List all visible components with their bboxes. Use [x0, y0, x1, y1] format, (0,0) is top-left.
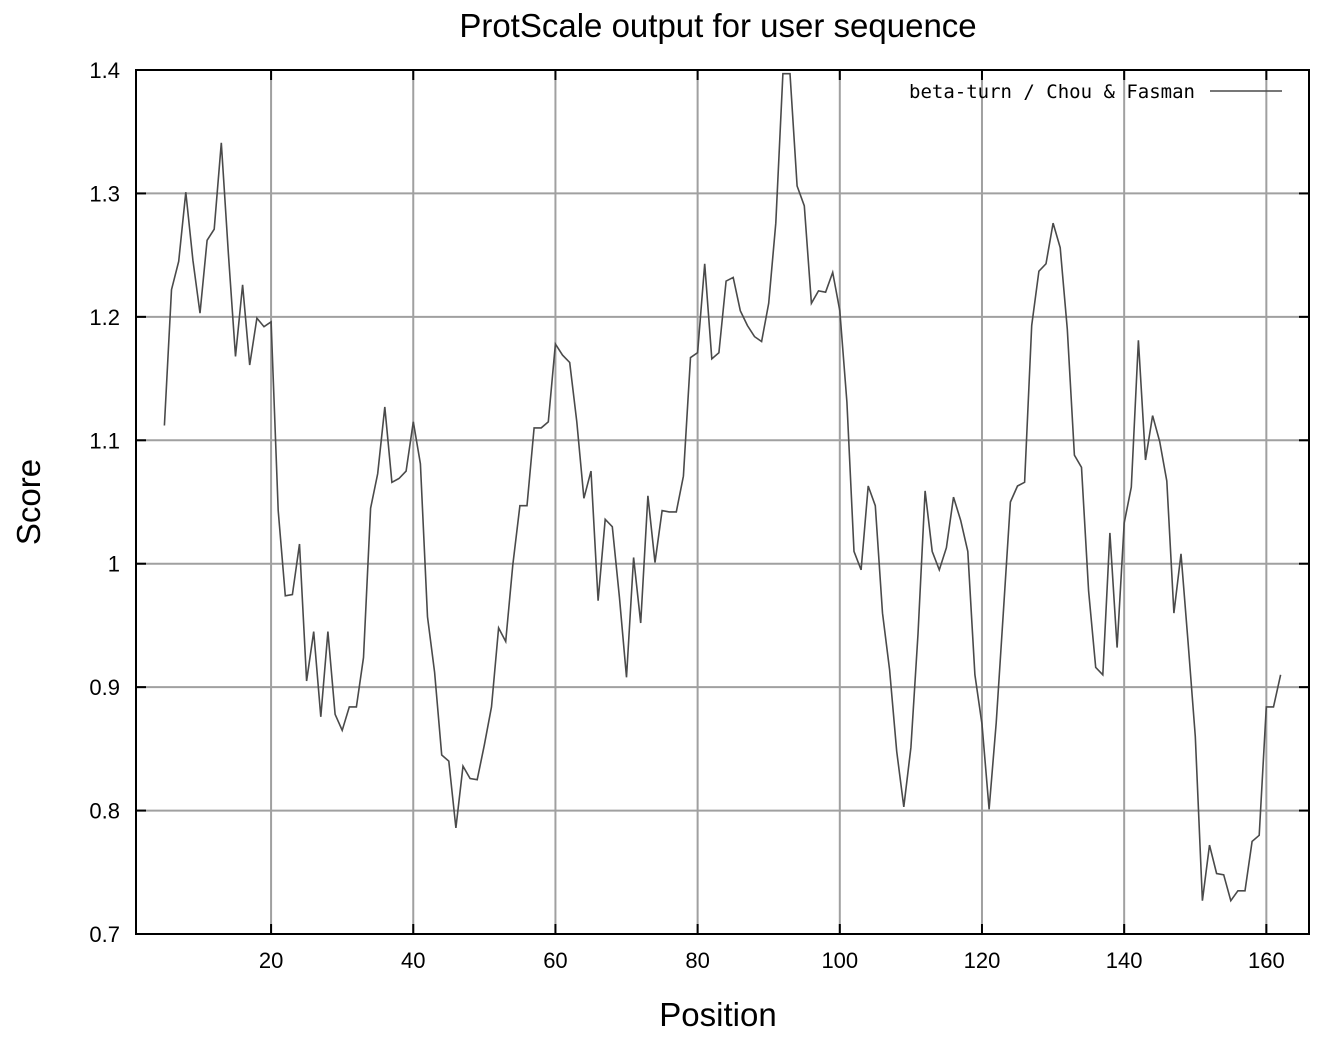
y-tick-label: 1 [108, 552, 120, 577]
y-tick-label: 1.1 [89, 428, 120, 453]
x-axis-label: Position [659, 996, 776, 1033]
y-tick-label: 1.3 [89, 181, 120, 206]
legend: beta-turn / Chou & Fasman [909, 81, 1282, 103]
y-tick-label: 1.2 [89, 305, 120, 330]
grid-layer [136, 69, 1309, 935]
x-tick-label: 40 [401, 948, 425, 973]
x-tick-label: 120 [964, 948, 1001, 973]
y-tick-label: 0.8 [89, 799, 120, 824]
y-tick-label: 0.9 [89, 675, 120, 700]
y-tick-label: 1.4 [89, 58, 120, 83]
tick-layer [136, 69, 1309, 935]
legend-label: beta-turn / Chou & Fasman [909, 81, 1195, 103]
plot-frame [135, 69, 1310, 935]
series-line-beta-turn [163, 72, 1282, 903]
x-tick-label: 140 [1106, 948, 1143, 973]
y-tick-label: 0.7 [89, 922, 120, 947]
x-tick-label: 160 [1248, 948, 1285, 973]
y-tick-labels: 0.7 0.8 0.9 1 1.1 1.2 1.3 1.4 [89, 58, 120, 947]
x-tick-label: 100 [821, 948, 858, 973]
x-tick-label: 60 [543, 948, 567, 973]
x-tick-label: 20 [259, 948, 283, 973]
x-tick-label: 80 [685, 948, 709, 973]
series-layer [163, 72, 1282, 903]
y-axis-label: Score [10, 459, 47, 545]
x-tick-labels: 20 40 60 80 100 120 140 160 [259, 948, 1285, 973]
chart-title: ProtScale output for user sequence [459, 7, 976, 44]
